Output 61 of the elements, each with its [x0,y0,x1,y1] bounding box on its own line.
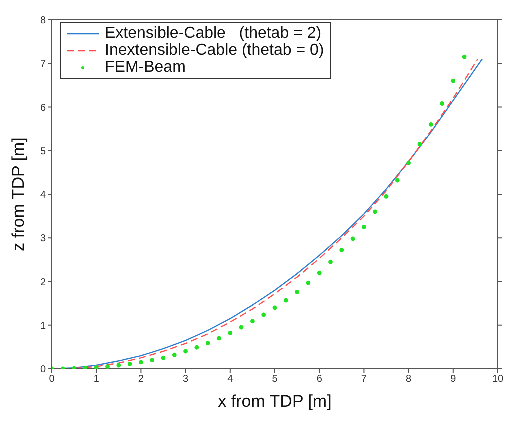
legend-label: Inextensible-Cable (thetab = 0) [105,42,324,59]
y-tick-label: 5 [40,146,46,158]
x-tick-label: 8 [406,374,412,386]
point [462,54,467,60]
point [262,312,266,318]
point [340,248,344,253]
x-tick-label: 9 [450,374,457,386]
x-tick-label: 4 [228,374,234,386]
point [206,341,210,346]
point [451,78,456,84]
point [172,352,177,358]
point [306,280,311,286]
y-tick-label: 6 [40,102,46,114]
point [128,362,132,366]
y-tick-label: 8 [40,16,46,27]
legend-label: FEM-Beam [105,59,186,76]
x-tick-label: 6 [316,374,323,386]
point [217,336,222,341]
y-axis-title: z from TDP [m] [9,138,28,252]
x-tick-label: 0 [49,374,56,386]
point [116,363,122,368]
point [350,236,356,242]
x-tick-label: 1 [94,374,100,386]
point [83,366,88,369]
point [373,210,378,214]
point [395,178,400,183]
legend-label: Extensible-Cable (thetab = 2) [105,25,322,42]
point [418,142,422,147]
y-tick-label: 2 [40,277,46,288]
point [428,122,434,127]
y-tick-label: 7 [40,59,46,70]
x-tick-label: 2 [138,374,144,386]
point [384,194,389,199]
point [440,102,444,106]
y-tick-label: 1 [40,320,46,332]
x-tick-label: 10 [492,374,504,386]
x-tick-label: 5 [272,374,278,386]
point [184,349,188,354]
point [106,364,110,369]
point [317,270,322,276]
point [250,319,255,324]
y-tick-label: 4 [40,190,46,202]
y-tick-label: 0 [40,364,46,376]
y-tick-label: 3 [40,234,46,245]
x-tick-label: 7 [361,374,368,386]
point [284,298,288,303]
point [295,290,300,294]
point [72,366,76,369]
point [328,260,333,264]
point [161,356,166,360]
point [194,345,200,350]
point [150,358,155,362]
point [239,325,244,330]
point [94,365,99,369]
point [406,160,411,166]
x-axis-title: x from TDP [m] [218,392,332,411]
point [272,306,278,310]
point [139,360,144,365]
x-tick-label: 3 [183,374,190,386]
point [362,225,366,230]
point [228,331,233,336]
